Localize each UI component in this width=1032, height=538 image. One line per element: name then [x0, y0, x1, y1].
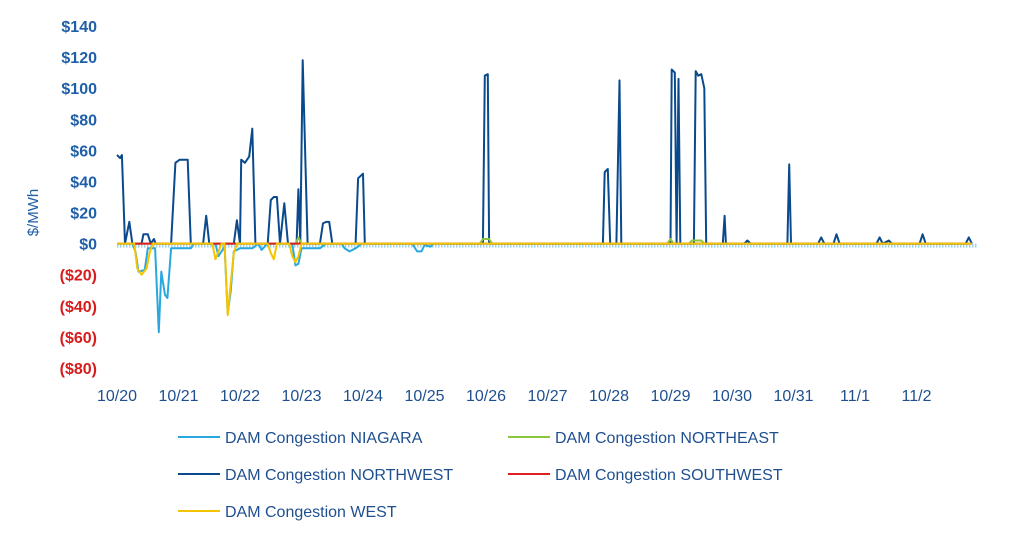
legend-label: DAM Congestion SOUTHWEST: [555, 467, 783, 484]
x-tick-label: 10/26: [466, 388, 506, 405]
legend: DAM Congestion NIAGARA DAM Congestion NOR…: [178, 430, 783, 521]
y-tick-label: ($40): [60, 299, 97, 316]
series-layer: [116, 59, 973, 334]
x-tick-label: 10/30: [712, 388, 752, 405]
y-tick-label: $80: [70, 112, 97, 129]
y-tick-label: $100: [61, 81, 97, 98]
y-tick-label: ($20): [60, 268, 97, 285]
x-tick-label: 10/28: [589, 388, 629, 405]
x-tick-label: 10/24: [343, 388, 383, 405]
series-line-niagara: [117, 242, 972, 334]
x-tick-label: 10/31: [773, 388, 813, 405]
x-tick-label: 10/29: [650, 388, 690, 405]
x-tick-label: 10/23: [281, 388, 321, 405]
y-axis: $140 $120 $100 $80 $60 $40 $20 $0 ($20) ($40) ($60…: [60, 19, 97, 378]
legend-label: DAM Congestion WEST: [225, 504, 397, 521]
x-tick-label: 11/2: [902, 388, 932, 405]
x-axis: 10/20 10/21 10/22 10/23 10/24 10/25 10/26 10/27…: [97, 388, 932, 405]
x-tick-label: 10/21: [158, 388, 198, 405]
y-tick-label: $20: [70, 206, 97, 223]
y-axis-label: $/MWh: [25, 189, 42, 237]
series-line-west: [117, 242, 972, 317]
legend-label: DAM Congestion NORTHWEST: [225, 467, 453, 484]
y-tick-label: $140: [61, 19, 97, 36]
x-tick-label: 10/25: [404, 388, 444, 405]
y-tick-label: $0: [79, 237, 97, 254]
legend-label: DAM Congestion NIAGARA: [225, 430, 423, 447]
y-tick-label: $40: [70, 174, 97, 191]
x-tick-label: 10/22: [220, 388, 260, 405]
y-tick-label: ($60): [60, 330, 97, 347]
y-tick-label: $60: [70, 143, 97, 160]
y-tick-label: $120: [61, 50, 97, 67]
x-tick-label: 10/20: [97, 388, 137, 405]
y-tick-label: ($80): [60, 361, 97, 378]
series-line-northwest: [116, 59, 973, 245]
x-tick-label: 11/1: [840, 388, 870, 405]
legend-label: DAM Congestion NORTHEAST: [555, 430, 779, 447]
x-tick-label: 10/27: [527, 388, 567, 405]
zero-band: [117, 243, 978, 248]
zero-line-band: [117, 243, 978, 248]
